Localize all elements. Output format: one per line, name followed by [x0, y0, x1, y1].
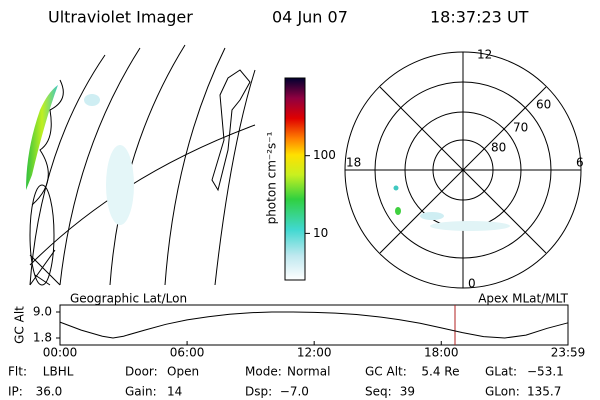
x-tick-label: 18:00 — [424, 346, 459, 360]
info-value: Normal — [287, 365, 330, 379]
info-value: 36.0 — [36, 385, 63, 399]
geographic-image — [26, 44, 256, 286]
info-value: 135.7 — [527, 385, 561, 399]
x-tick-label: 00:00 — [43, 346, 78, 360]
info-label: GLon: — [485, 385, 520, 399]
info-label: Gain: — [125, 385, 157, 399]
info-value: Open — [167, 365, 199, 379]
time: 18:37:23 UT — [430, 8, 529, 27]
plot-frame — [59, 304, 569, 346]
panel-label: Apex MLat/MLT — [478, 292, 568, 306]
y-label: GC Alt — [13, 306, 27, 344]
colorbar-tick-label: 100 — [313, 148, 336, 162]
info-label: Flt: — [8, 365, 27, 379]
colorbar — [284, 77, 306, 281]
info-label: Door: — [125, 365, 158, 379]
lat-label: 60 — [536, 98, 551, 112]
panel-label: Geographic Lat/Lon — [70, 292, 187, 306]
mlt-label: 6 — [576, 156, 584, 170]
polar-plot — [344, 51, 582, 289]
lat-label: 70 — [513, 121, 528, 135]
altitude-line — [59, 311, 569, 339]
info-value: LBHL — [43, 365, 74, 379]
colorbar-tick-label: 10 — [313, 226, 328, 240]
mlt-label: 18 — [346, 156, 361, 170]
info-label: Mode: — [245, 365, 282, 379]
y-tick-label: 9.0 — [33, 305, 52, 319]
info-label: Dsp: — [245, 385, 272, 399]
info-value: 39 — [400, 385, 415, 399]
lat-label: 80 — [491, 141, 506, 155]
info-label: GLat: — [485, 365, 517, 379]
info-value: 14 — [167, 385, 182, 399]
instrument: Ultraviolet Imager — [48, 8, 193, 27]
info-label: GC Alt: — [365, 365, 407, 379]
y-tick-label: 1.8 — [33, 331, 52, 345]
info-label: Seq: — [365, 385, 392, 399]
info-value: 5.4 Re — [421, 365, 459, 379]
info-value: −7.0 — [280, 385, 309, 399]
info-value: −53.1 — [527, 365, 564, 379]
colorbar-label: photon cm⁻²s⁻¹ — [265, 131, 279, 224]
info-label: IP: — [8, 385, 23, 399]
x-tick-label: 12:00 — [297, 346, 332, 360]
mlt-label: 0 — [468, 277, 476, 291]
x-tick-label: 06:00 — [170, 346, 205, 360]
x-tick-label: 23:59 — [551, 346, 586, 360]
mlt-label: 12 — [477, 48, 492, 62]
date: 04 Jun 07 — [272, 8, 348, 27]
